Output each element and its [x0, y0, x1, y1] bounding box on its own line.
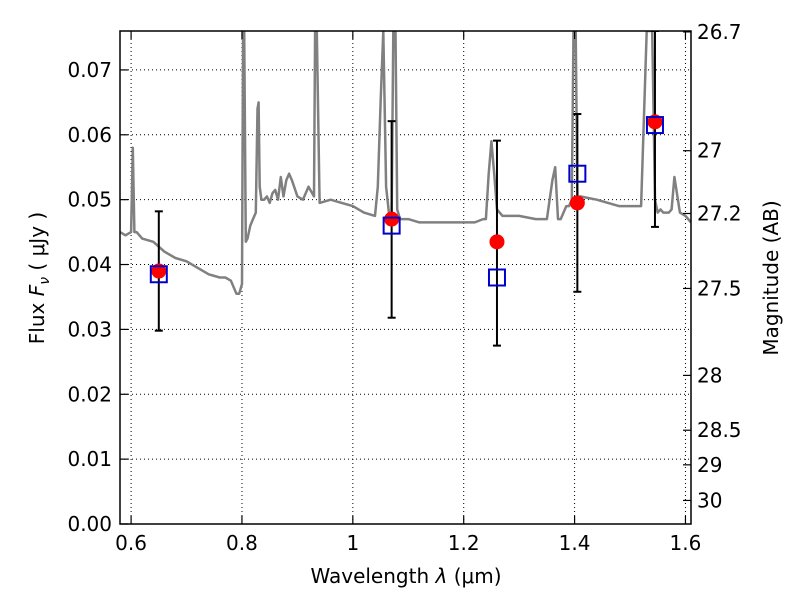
- observed-point: [489, 234, 505, 250]
- model-sed-line: [120, 31, 691, 295]
- plot-area: [120, 31, 691, 347]
- mag-tick-label: 29: [697, 453, 722, 477]
- x-tick-label: 1.6: [670, 531, 702, 555]
- mag-tick-label: 27.5: [697, 276, 742, 300]
- mag-tick-label: 26.7: [697, 20, 742, 44]
- model-point: [382, 216, 401, 235]
- mag-tick-label: 27.2: [697, 202, 742, 226]
- y-axis-label: Flux Fν ( μJy ): [25, 212, 53, 344]
- model-point: [568, 164, 587, 183]
- x-tick-label: 1.4: [559, 531, 591, 555]
- mag-tick-label: 30: [697, 488, 722, 512]
- y-tick-label: 0.02: [67, 382, 112, 406]
- y-tick-label: 0.07: [67, 58, 112, 82]
- y-tick-label: 0.05: [67, 188, 112, 212]
- axes: 0.6 0.8 1 1.2 1.4 1.6 0.00 0.01 0.02 0.03 0.04 0.05…: [67, 20, 741, 555]
- axes-frame: [119, 30, 692, 525]
- y-tick-label: 0.00: [67, 512, 112, 536]
- mag-tick-label: 27: [697, 139, 722, 163]
- x-tick-label: 0.6: [115, 531, 147, 555]
- model-point: [645, 116, 664, 135]
- x-tick-label: 1: [346, 531, 359, 555]
- x-tick-label: 1.2: [448, 531, 480, 555]
- y-tick-label: 0.03: [67, 317, 112, 341]
- y-tick-label: 0.06: [67, 123, 112, 147]
- observed-point: [647, 114, 663, 130]
- y-tick-label: 0.01: [67, 447, 112, 471]
- y-tick-label: 0.04: [67, 253, 112, 277]
- observed-point: [569, 195, 585, 211]
- mag-tick-label: 28.5: [697, 418, 742, 442]
- x-tick-label: 0.8: [226, 531, 258, 555]
- model-point: [487, 268, 506, 287]
- y2-axis-label: Magnitude (AB): [759, 200, 783, 355]
- x-axis-label: Wavelength λ (μm): [310, 564, 501, 588]
- observed-point: [151, 263, 167, 279]
- observed-point: [384, 211, 400, 227]
- model-point: [149, 265, 168, 284]
- mag-tick-label: 28: [697, 363, 722, 387]
